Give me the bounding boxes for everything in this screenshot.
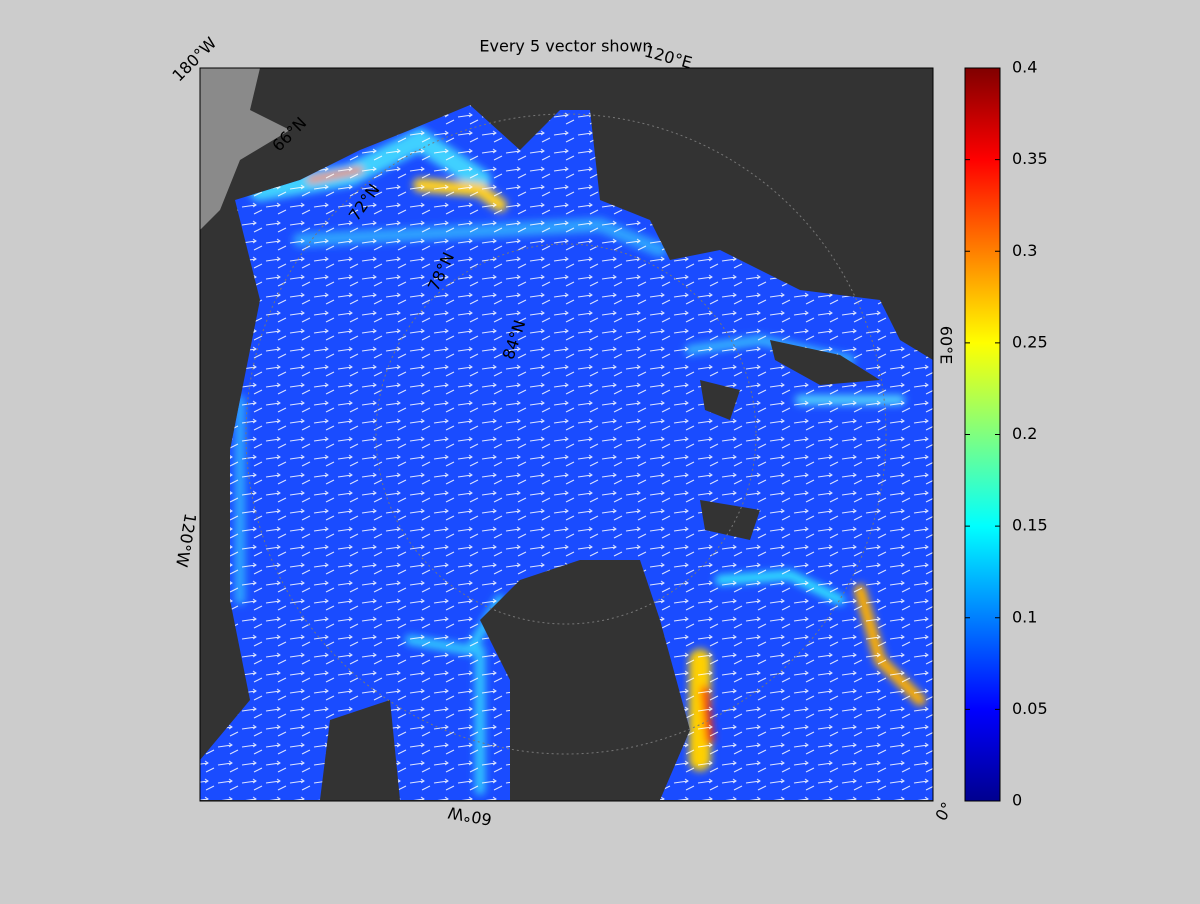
map-frame — [199, 67, 934, 802]
colorbar-tick-label: 0.2 — [1012, 424, 1037, 443]
land-shelf — [200, 68, 290, 230]
chart-title: Every 5 vector shown — [479, 37, 652, 56]
meridian-label: 60°E — [937, 326, 956, 364]
colorbar-tick-label: 0.1 — [1012, 607, 1037, 626]
map — [199, 67, 934, 802]
meridian-label: 0° — [931, 799, 957, 824]
parallel-line — [245, 113, 887, 755]
island — [700, 380, 740, 420]
meridian-label: 120°W — [172, 512, 200, 569]
colorbar — [964, 67, 1001, 802]
colorbar-tick-label: 0.3 — [1012, 241, 1037, 260]
colorbar-tick-label: 0.35 — [1012, 149, 1048, 168]
colorbar-tick-label: 0.25 — [1012, 332, 1048, 351]
colorbar-axis: 0 0.05 0.1 0.15 0.2 0.25 0.3 0.35 0.4 — [965, 58, 1048, 810]
parallel-line — [375, 243, 757, 625]
colorbar-tick-label: 0.05 — [1012, 699, 1048, 718]
colorbar-tick-label: 0 — [1012, 791, 1022, 810]
island — [700, 500, 760, 540]
island — [770, 340, 880, 385]
meridian-label: 60°W — [446, 803, 493, 829]
colorbar-tick-label: 0.15 — [1012, 516, 1048, 535]
colorbar-tick-label: 0.4 — [1012, 58, 1037, 77]
